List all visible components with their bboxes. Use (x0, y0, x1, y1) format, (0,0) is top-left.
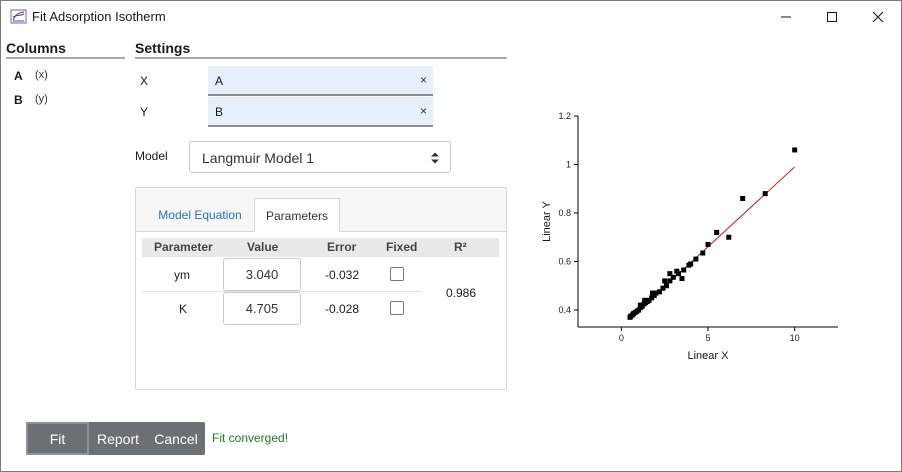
data-point (792, 147, 798, 153)
fit-button[interactable]: Fit (26, 422, 89, 455)
tab-model-equation[interactable]: Model Equation (158, 208, 242, 222)
clear-y-icon[interactable]: × (419, 104, 427, 118)
model-label: Model (135, 149, 168, 163)
x-tick-label: 5 (705, 333, 710, 343)
maximize-button[interactable] (809, 1, 855, 32)
x-tick-label: 0 (619, 333, 624, 343)
data-point (688, 261, 694, 267)
parameters-tab-content (136, 231, 506, 389)
close-icon (872, 11, 884, 22)
column-name: A (14, 69, 23, 83)
data-point (726, 234, 732, 240)
column-item-b[interactable]: B (y) (14, 93, 48, 107)
param-name-k: K (179, 302, 188, 316)
param-error-ym: -0.032 (325, 268, 360, 282)
minimize-button[interactable] (763, 1, 809, 32)
clear-x-icon[interactable]: × (419, 73, 427, 87)
minimize-icon (781, 16, 791, 17)
report-button[interactable]: Report (96, 430, 140, 447)
data-point (667, 278, 673, 284)
data-point (674, 268, 680, 274)
y-tick-label: 0.8 (558, 208, 571, 218)
data-point (637, 302, 643, 308)
x-label: X (140, 74, 149, 88)
param-table-header: Parameter Value Error Fixed R² (142, 238, 499, 257)
fixed-checkbox-k[interactable] (390, 301, 404, 315)
header-r2: R² (454, 240, 467, 254)
data-point (650, 290, 656, 296)
header-value: Value (247, 240, 279, 254)
data-point (630, 311, 636, 317)
isotherm-chart: 0 5 10 0.4 0.6 0.8 1 1.2 Linear X Linear Y (541, 111, 838, 362)
header-parameter: Parameter (154, 240, 213, 254)
column-name: B (14, 93, 23, 107)
data-point (679, 275, 685, 281)
y-field[interactable]: B × (208, 97, 433, 127)
data-point (762, 191, 768, 197)
data-point (705, 242, 711, 248)
data-point (663, 283, 669, 289)
data-point (681, 267, 687, 273)
data-point (700, 250, 706, 256)
data-point (693, 256, 699, 262)
r2-value: 0.986 (446, 286, 477, 300)
x-axis-label: Linear X (688, 350, 730, 362)
cancel-button[interactable]: Cancel (154, 430, 198, 447)
app-icon (10, 9, 27, 24)
y-field-value: B (215, 105, 224, 119)
data-point (646, 297, 652, 303)
param-value-ym-input[interactable]: 3.040 (223, 258, 301, 291)
data-point (740, 195, 746, 201)
header-error: Error (327, 240, 357, 254)
data-point (714, 229, 720, 235)
y-tick-label: 1 (566, 160, 571, 170)
data-point (649, 295, 655, 301)
column-type: (x) (35, 69, 48, 81)
data-points (627, 147, 798, 320)
y-tick-label: 1.2 (558, 111, 571, 121)
close-button[interactable] (855, 1, 901, 32)
param-name-ym: ym (174, 268, 190, 282)
y-tick-label: 0.4 (558, 305, 571, 315)
data-point (653, 290, 659, 296)
status-message: Fit converged! (212, 431, 289, 445)
data-point (642, 297, 648, 303)
x-tick-label: 10 (790, 333, 800, 343)
window-title: Fit Adsorption Isotherm (32, 9, 166, 24)
model-select-value: Langmuir Model 1 (202, 150, 315, 166)
data-point (660, 285, 666, 291)
data-point (670, 274, 676, 280)
header-fixed: Fixed (386, 240, 418, 254)
param-value-k-input[interactable]: 4.705 (223, 292, 301, 325)
data-point (662, 278, 668, 284)
data-point (656, 289, 662, 295)
x-field-value: A (215, 74, 224, 88)
chart-axes: 0 5 10 0.4 0.6 0.8 1 1.2 (558, 111, 838, 343)
model-select[interactable]: Langmuir Model 1 (189, 141, 451, 173)
column-item-a[interactable]: A (x) (14, 69, 48, 83)
x-field[interactable]: A × (208, 66, 433, 96)
maximize-icon (827, 11, 837, 22)
column-type: (y) (35, 93, 48, 105)
title-bar: Fit Adsorption Isotherm (1, 1, 901, 32)
fixed-checkbox-ym[interactable] (390, 267, 404, 281)
settings-header: Settings (135, 40, 507, 59)
row-divider (142, 291, 422, 292)
y-tick-label: 0.6 (558, 257, 571, 267)
y-label: Y (140, 105, 149, 119)
param-error-k: -0.028 (325, 302, 360, 316)
tab-parameters[interactable]: Parameters (254, 198, 340, 232)
y-axis-label: Linear Y (541, 200, 553, 241)
columns-header: Columns (6, 40, 125, 59)
data-point (667, 271, 673, 277)
updown-arrow-icon (431, 152, 439, 164)
